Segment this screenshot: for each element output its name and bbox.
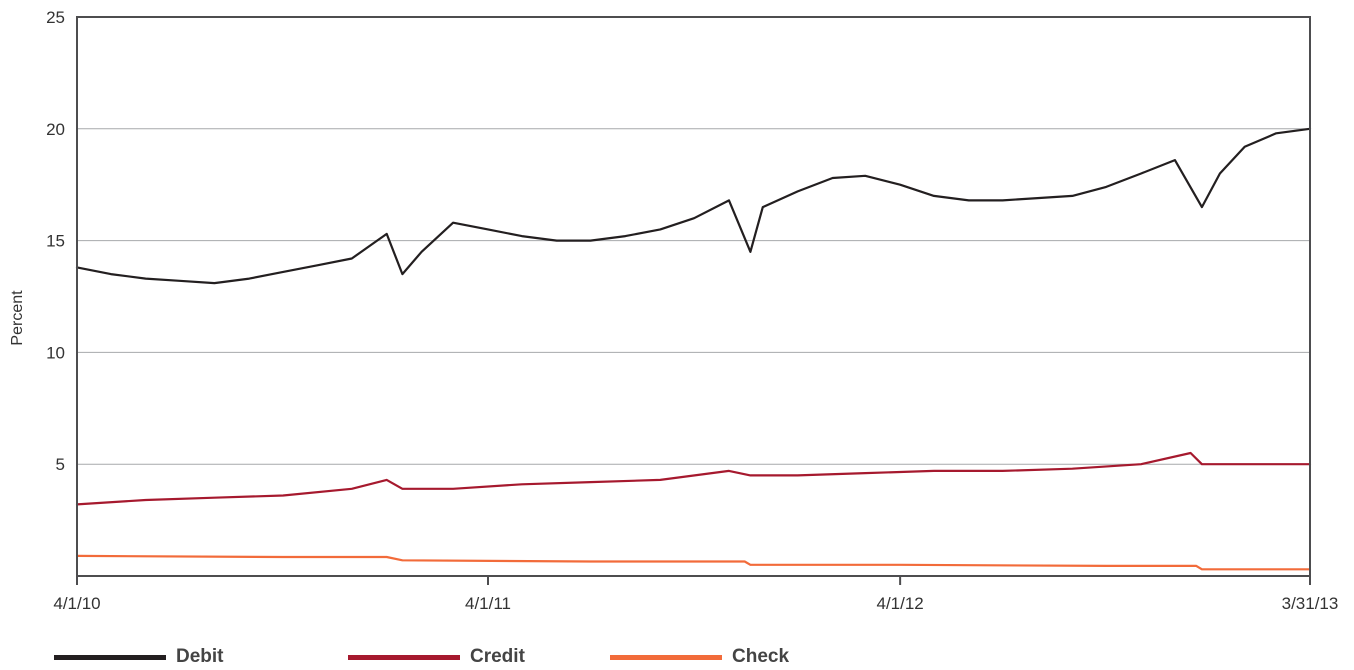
legend-label-credit: Credit <box>470 646 525 667</box>
legend-item-debit: Debit <box>54 644 224 670</box>
legend-label-debit: Debit <box>176 646 224 667</box>
y-tick-label: 20 <box>46 120 65 139</box>
legend-label-check: Check <box>732 646 790 667</box>
legend-item-check: Check <box>610 644 789 670</box>
x-tick-label: 4/1/11 <box>465 594 511 613</box>
y-tick-label: 10 <box>46 343 65 362</box>
x-axis-ticks: 4/1/10 4/1/11 4/1/12 3/31/13 <box>53 576 1338 613</box>
legend-swatch-credit <box>348 654 460 660</box>
legend: Debit Credit Check <box>0 644 1354 670</box>
plot-frame <box>76 16 1311 577</box>
series-line-credit <box>75 451 1312 506</box>
series-line-debit <box>75 127 1312 285</box>
y-axis-ticks: 5 10 15 20 25 <box>46 8 65 474</box>
x-tick-label: 4/1/12 <box>876 594 923 613</box>
legend-swatch-check <box>610 654 722 660</box>
y-tick-label: 5 <box>56 455 65 474</box>
legend-swatch-debit <box>54 654 166 660</box>
grid-lines <box>77 16 1310 465</box>
y-tick-label: 15 <box>46 232 65 251</box>
chart: 5 10 15 20 25 4/1/10 4/1/11 4/1/12 3/31/13 Perc… <box>9 8 1338 613</box>
series-layer <box>75 127 1312 571</box>
y-axis-label: Percent <box>9 290 26 346</box>
x-tick-label: 3/31/13 <box>1282 594 1339 613</box>
x-tick-label: 4/1/10 <box>53 594 100 613</box>
series-line-check <box>75 554 1312 571</box>
legend-item-credit: Credit <box>348 644 525 670</box>
y-tick-label: 25 <box>46 8 65 27</box>
